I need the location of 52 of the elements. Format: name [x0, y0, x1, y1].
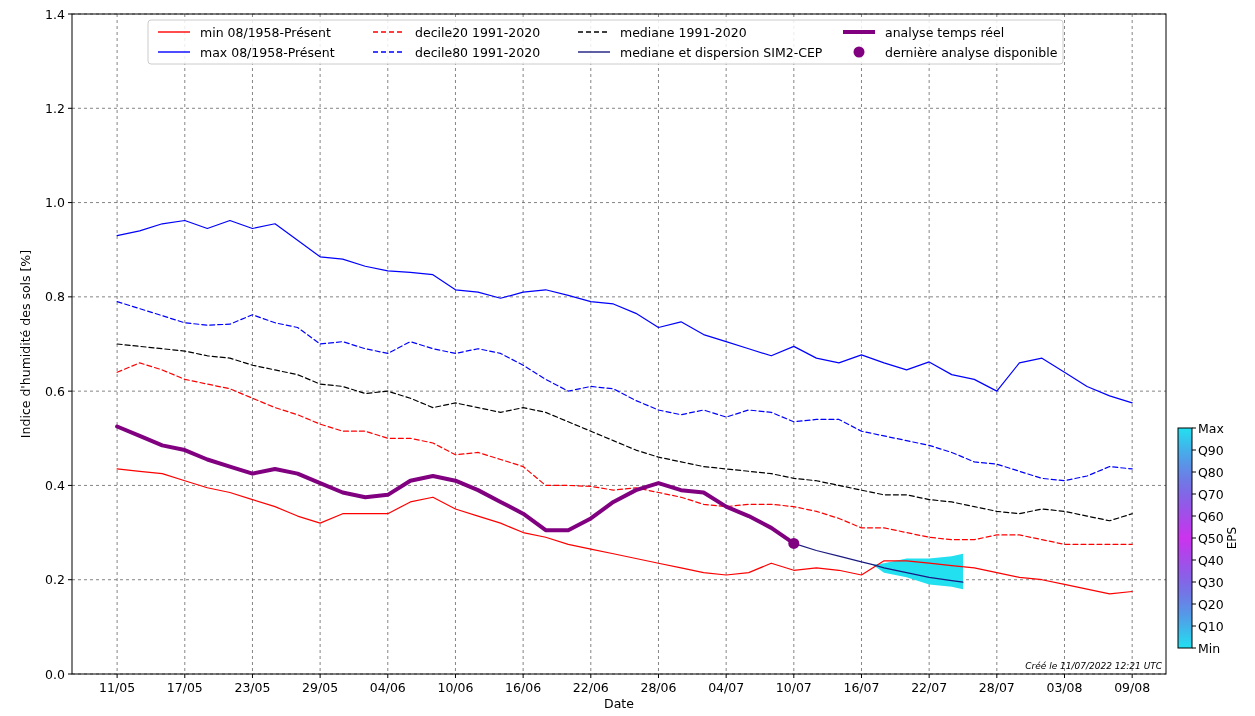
x-tick-label: 23/05	[234, 680, 271, 695]
line-series	[116, 219, 1133, 404]
color-bar-label: Q80	[1198, 464, 1224, 480]
x-tick-label: 11/05	[99, 680, 136, 695]
legend-label: max 08/1958-Présent	[200, 44, 335, 60]
line-series	[116, 362, 1133, 545]
x-tick-label: 04/06	[369, 680, 406, 695]
color-bar-title: EPS	[1225, 526, 1239, 550]
x-tick-label: 16/06	[505, 680, 542, 695]
x-tick-label: 16/07	[843, 680, 880, 695]
y-tick-label: 1.0	[45, 195, 66, 211]
color-bar-label: Q30	[1198, 574, 1224, 590]
y-tick-label: 0.2	[45, 572, 65, 588]
x-tick-label: 17/05	[166, 680, 203, 695]
x-tick-label: 28/06	[640, 680, 677, 695]
legend-label: mediane 1991-2020	[620, 24, 747, 40]
color-bar-label: Q70	[1198, 486, 1224, 502]
legend-label: min 08/1958-Présent	[200, 24, 331, 40]
y-tick-label: 1.4	[45, 6, 66, 22]
line-series	[116, 343, 1133, 522]
color-bar-label: Min	[1198, 640, 1221, 656]
x-tick-label: 29/05	[302, 680, 339, 695]
line-series	[116, 300, 1133, 482]
x-tick-label: 04/07	[708, 680, 745, 695]
x-tick-label: 10/06	[437, 680, 474, 695]
color-bar-label: Q90	[1198, 442, 1224, 458]
color-bar-label: Q50	[1198, 530, 1224, 546]
x-tick-label: 09/08	[1114, 680, 1151, 695]
y-tick-label: 0.8	[45, 289, 66, 305]
x-tick-label: 22/06	[572, 680, 609, 695]
color-bar-label: Q10	[1198, 618, 1224, 634]
y-tick-label: 0.6	[45, 383, 66, 399]
legend-label: dernière analyse disponible	[885, 44, 1058, 60]
annotation: Créé le 11/07/2022 12:21 UTC	[1025, 661, 1163, 671]
legend-label: analyse temps réel	[885, 24, 1005, 40]
legend-label: mediane et dispersion SIM2-CEP	[620, 44, 823, 60]
y-tick-label: 1.2	[45, 100, 65, 116]
x-tick-label: 28/07	[978, 680, 1015, 695]
color-bar-label: Q40	[1198, 552, 1224, 568]
x-tick-label: 10/07	[775, 680, 812, 695]
legend-label: decile80 1991-2020	[415, 44, 541, 60]
legend-label: decile20 1991-2020	[415, 24, 541, 40]
color-bar-label: Max	[1198, 420, 1224, 436]
line-series	[116, 468, 1133, 595]
y-tick-label: 0.4	[45, 477, 66, 493]
y-axis-title: Indice d'humidité des sols [%]	[18, 249, 33, 439]
y-tick-label: 0.0	[45, 666, 66, 682]
x-tick-label: 22/07	[911, 680, 948, 695]
color-bar-label: Q60	[1198, 508, 1224, 524]
color-bar-label: Q20	[1198, 596, 1224, 612]
x-axis-title: Date	[604, 696, 635, 711]
x-tick-label: 03/08	[1046, 680, 1083, 695]
